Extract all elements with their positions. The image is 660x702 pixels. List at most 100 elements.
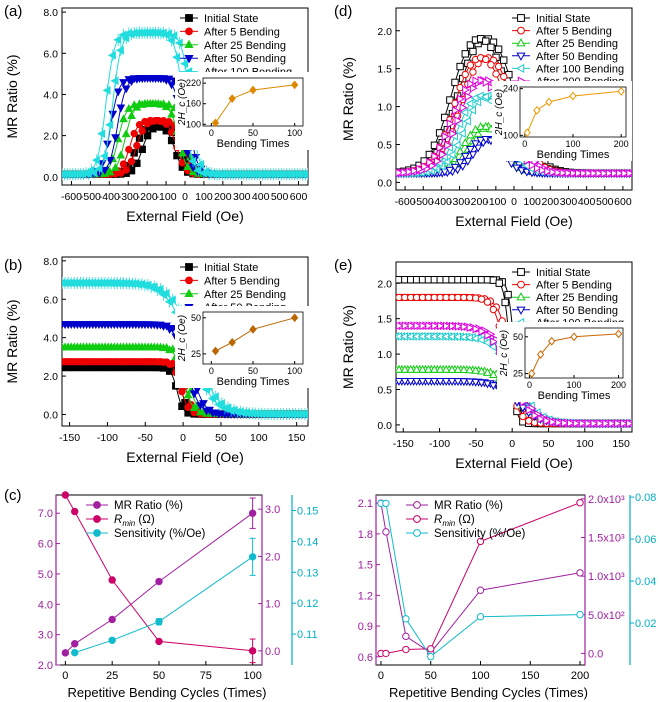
legend-label-unit: (Ω)	[135, 514, 155, 526]
data-point	[248, 509, 257, 517]
data-point	[453, 378, 463, 387]
data-point	[416, 164, 424, 174]
data-point	[465, 99, 474, 109]
panel-label: (b)	[4, 257, 22, 274]
inset-point	[249, 85, 257, 95]
y-axis-label: MR Ratio (%)	[4, 54, 20, 138]
data-point	[307, 410, 308, 418]
data-point	[138, 127, 146, 135]
x-tick-label: 300	[560, 196, 578, 208]
data-point	[166, 36, 175, 45]
data-point	[108, 636, 116, 644]
inset-point	[617, 86, 625, 96]
data-point	[427, 645, 435, 653]
legend-marker	[185, 27, 193, 36]
inset-point	[228, 94, 236, 103]
data-point	[127, 157, 136, 166]
x-tick-label: 0	[62, 670, 68, 682]
data-point	[113, 35, 122, 45]
x-tick-label: 50	[153, 670, 165, 682]
legend-label: After 25 Bending	[204, 289, 286, 301]
data-point	[443, 321, 452, 331]
inset-y-tick-label: 240	[503, 84, 518, 94]
data-point	[580, 168, 589, 178]
y-tick-label: 2.0	[43, 371, 58, 383]
y-tick-label: 2.0	[377, 26, 392, 38]
data-point	[631, 419, 632, 428]
data-point	[494, 45, 503, 53]
data-point	[62, 342, 70, 351]
left-y-tick-label: 0.9	[358, 621, 373, 633]
x-tick-label: 75	[200, 670, 212, 682]
data-point	[121, 85, 131, 94]
data-point	[178, 387, 186, 396]
data-point	[405, 167, 414, 177]
data-point	[103, 321, 113, 330]
x-tick-label: -100	[429, 438, 450, 450]
data-point	[248, 553, 257, 561]
data-point	[155, 618, 163, 626]
data-point	[97, 321, 107, 330]
legend-marker	[93, 529, 101, 537]
data-point	[306, 411, 308, 414]
data-point	[476, 335, 485, 345]
data-point	[305, 173, 308, 176]
data-point	[156, 99, 166, 108]
y-tick-label: 0.0	[377, 177, 392, 189]
y-axis-label: MR Ratio (%)	[340, 305, 356, 389]
y-axis-label: MR Ratio (%)	[4, 299, 20, 383]
data-point	[110, 76, 119, 86]
x-tick-label: -300	[449, 196, 470, 208]
data-point	[306, 414, 308, 418]
data-point	[161, 102, 171, 111]
data-point	[488, 382, 498, 391]
data-point	[99, 151, 108, 161]
data-point	[487, 43, 495, 51]
data-point	[165, 345, 174, 354]
x-tick-label: 400	[252, 191, 270, 203]
series-after-100-bending	[62, 26, 308, 181]
data-point	[621, 168, 630, 178]
data-point	[110, 357, 118, 366]
data-point	[130, 129, 138, 138]
data-point	[631, 419, 632, 428]
data-point	[456, 62, 464, 71]
data-point	[412, 377, 422, 386]
x-tick-label: -150	[393, 438, 414, 450]
inset-x-tick-label: 0	[522, 139, 527, 149]
panel-d: -600-500-400-300-200-100 0 100 200 300 400 500…	[334, 3, 633, 229]
data-point	[94, 164, 103, 174]
right2-y-tick-label: 0.06	[635, 534, 656, 546]
data-point	[174, 38, 183, 48]
x-tick-label: 600	[290, 191, 308, 203]
data-point	[407, 321, 416, 331]
data-point	[135, 357, 143, 366]
data-point	[172, 52, 181, 62]
data-point	[569, 168, 578, 178]
data-point	[159, 322, 168, 331]
data-point	[495, 279, 503, 287]
data-point	[213, 400, 222, 409]
data-point	[446, 119, 455, 129]
legend-marker	[93, 515, 101, 523]
x-tick-label: 50	[543, 438, 555, 450]
left-y-tick-label: 2.1	[358, 498, 373, 510]
data-point	[67, 357, 75, 366]
y-tick-label: 4.0	[43, 333, 58, 345]
data-point	[107, 50, 116, 60]
legend-label-sub: min	[122, 519, 135, 528]
x-tick-label: -50	[468, 438, 483, 450]
data-point	[127, 111, 136, 119]
x-axis-label: External Field (Oe)	[126, 208, 243, 224]
data-point	[528, 160, 537, 170]
inset-x-label: Bending Times	[537, 149, 610, 161]
x-tick-label: 100	[523, 196, 541, 208]
data-point	[140, 342, 150, 351]
data-point	[463, 157, 473, 166]
data-point	[207, 394, 216, 403]
data-point	[122, 357, 131, 366]
data-point	[152, 321, 162, 330]
data-point	[177, 148, 187, 157]
data-point	[472, 76, 481, 86]
data-point	[470, 93, 479, 103]
